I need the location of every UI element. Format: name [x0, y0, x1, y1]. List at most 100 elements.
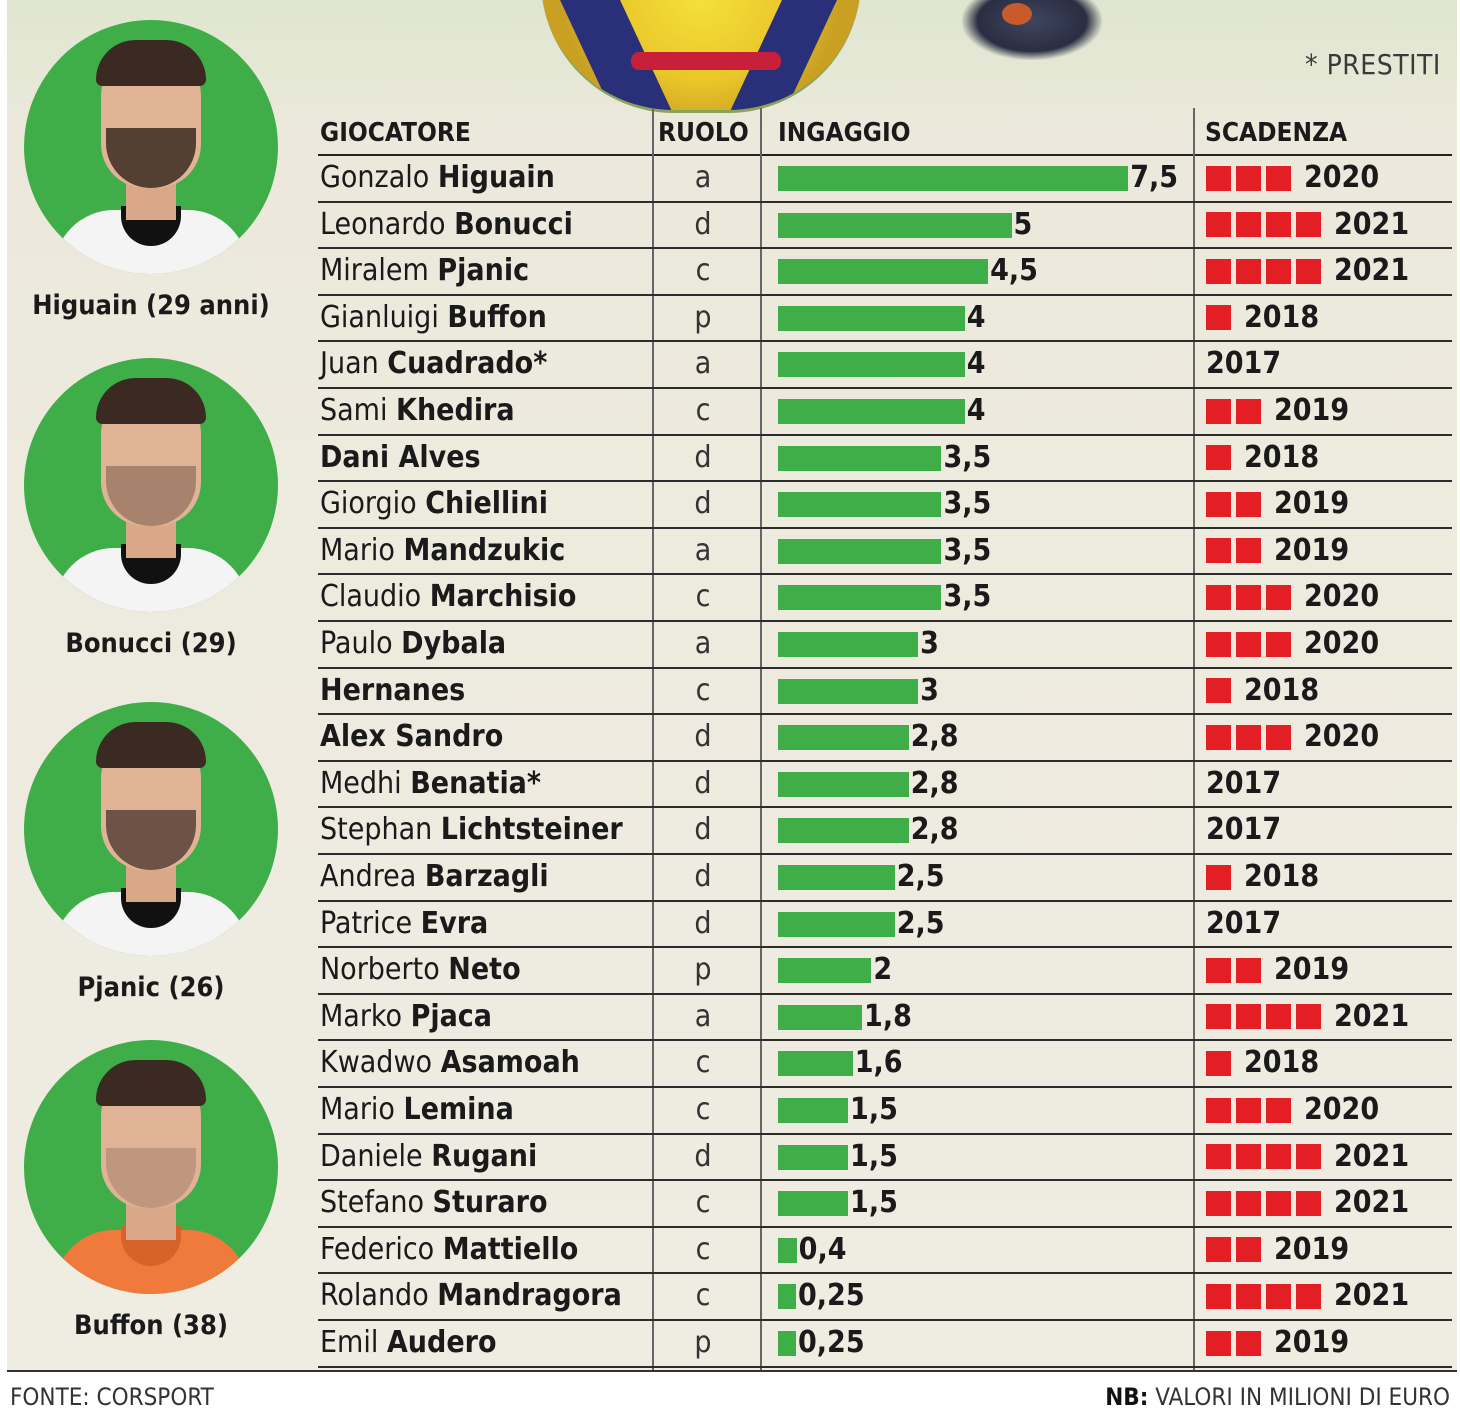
expiry-year: 2020 — [1304, 160, 1380, 195]
table-row: Sami Khedira c 4 2019 — [318, 389, 1452, 436]
player-name: Norberto Neto — [320, 952, 521, 988]
salary-bar — [778, 1237, 797, 1263]
player-role: d — [694, 486, 712, 522]
source-note: FONTE: CORSPORT — [10, 1383, 214, 1411]
table-row: Giorgio Chiellini d 3,5 2019 — [318, 482, 1452, 529]
player-last-name: Bonucci — [454, 206, 573, 242]
salary-value-label: 3 — [920, 626, 939, 661]
player-name: Marko Pjaca — [320, 999, 492, 1035]
player-last-name: Marchisio — [429, 579, 577, 615]
player-first-name: Juan — [320, 346, 388, 382]
salary-value-label: 1,6 — [854, 1045, 903, 1081]
contract-year-square — [1266, 258, 1291, 284]
player-first-name: Gianluigi — [320, 299, 448, 335]
player-first-name: Norberto — [320, 952, 449, 988]
contract-expiry: 2017 — [1206, 766, 1281, 802]
expiry-year: 2019 — [1274, 393, 1350, 428]
player-first-name: Kwadwo — [320, 1045, 441, 1081]
player-first-name: Paulo — [320, 626, 402, 661]
contract-expiry: 2020 — [1206, 1092, 1379, 1128]
header-salary: INGAGGIO — [778, 118, 911, 148]
player-name: Giorgio Chiellini — [320, 486, 548, 522]
contract-expiry: 2017 — [1206, 346, 1281, 382]
contract-expiry: 2018 — [1206, 300, 1319, 336]
player-name: Federico Mattiello — [320, 1232, 578, 1268]
player-role: c — [695, 1092, 711, 1127]
salary-bar — [778, 492, 942, 518]
portrait-caption: Pjanic (26) — [77, 972, 225, 1003]
contract-year-square — [1206, 1004, 1231, 1030]
player-role: c — [695, 253, 711, 289]
contract-expiry: 2020 — [1206, 626, 1379, 662]
contract-year-square — [1206, 1237, 1231, 1263]
player-last-name: Mandzukic — [403, 532, 566, 568]
player-name: Rolando Mandragora — [320, 1278, 622, 1314]
salary-bar — [778, 865, 895, 890]
contract-year-square — [1206, 957, 1231, 983]
salary-bar — [778, 958, 872, 984]
contract-year-square — [1206, 1097, 1231, 1123]
player-first-name: Federico — [320, 1231, 443, 1267]
salary-bar — [778, 1331, 796, 1356]
contract-year-square — [1296, 1004, 1321, 1030]
contract-year-square — [1236, 538, 1261, 564]
contract-year-square — [1206, 305, 1231, 331]
contract-year-square — [1236, 1004, 1261, 1030]
player-role: d — [694, 859, 712, 894]
player-role: p — [694, 952, 712, 988]
table-row: Gonzalo Higuain a 7,5 2020 — [318, 156, 1452, 203]
player-name: Gonzalo Higuain — [320, 160, 555, 196]
player-name: Stefano Sturaro — [320, 1185, 548, 1221]
table-row: Mario Mandzukic a 3,5 2019 — [318, 529, 1452, 576]
contract-expiry: 2019 — [1206, 952, 1349, 988]
expiry-year: 2019 — [1274, 1325, 1350, 1360]
contract-year-square — [1236, 1097, 1261, 1123]
salary-bar — [778, 538, 942, 564]
expiry-year: 2020 — [1304, 1092, 1380, 1127]
column-divider — [760, 108, 762, 1370]
contract-year-square — [1266, 724, 1291, 750]
player-last-name: Buffon — [447, 299, 547, 335]
header-divider — [318, 154, 1452, 156]
player-last-name: Lemina — [403, 1092, 514, 1127]
salary-value-label: 2 — [873, 952, 893, 988]
player-first-name: Leonardo — [320, 206, 455, 242]
portrait-caption: Higuain (29 anni) — [32, 290, 270, 321]
table-row: Marko Pjaca a 1,8 2021 — [318, 995, 1452, 1042]
salary-bar — [778, 771, 909, 797]
contract-year-square — [1206, 258, 1231, 284]
player-first-name: Sami — [320, 393, 397, 428]
player-last-name: Pjanic — [437, 253, 530, 289]
contract-year-square — [1206, 1283, 1231, 1309]
contract-expiry: 2021 — [1206, 253, 1409, 289]
salary-bar — [778, 259, 989, 285]
player-first-name: Medhi — [320, 765, 411, 801]
contract-year-square — [1266, 165, 1291, 191]
contract-expiry: 2021 — [1206, 207, 1409, 243]
salary-value-label: 3 — [920, 672, 939, 708]
player-role: a — [694, 626, 712, 661]
salary-bar — [778, 352, 965, 378]
column-divider — [1193, 108, 1195, 1370]
player-last-name: Benatia* — [410, 765, 542, 801]
salary-bar — [778, 305, 965, 331]
player-first-name: Emil — [320, 1325, 387, 1360]
table-row: Paulo Dybala a 3 2020 — [318, 622, 1452, 669]
salary-bar — [778, 1144, 849, 1170]
contract-year-square — [1236, 1283, 1261, 1309]
contract-expiry: 2020 — [1206, 719, 1379, 755]
contract-year-square — [1296, 212, 1321, 238]
player-first-name: Mario — [320, 1092, 404, 1127]
salary-bar — [778, 1098, 849, 1123]
contract-year-square — [1296, 1144, 1321, 1170]
player-last-name: Higuain — [437, 160, 555, 195]
table-row: Patrice Evra d 2,5 2017 — [318, 902, 1452, 949]
player-last-name: Alex Sandro — [320, 719, 504, 755]
player-name: Medhi Benatia* — [320, 766, 541, 802]
salary-bar — [778, 585, 942, 611]
salary-value-label: 1,5 — [850, 1185, 898, 1221]
contract-year-square — [1296, 1190, 1321, 1216]
player-name: Stephan Lichtsteiner — [320, 812, 623, 848]
contract-year-square — [1236, 724, 1261, 750]
player-role: p — [694, 1325, 712, 1360]
